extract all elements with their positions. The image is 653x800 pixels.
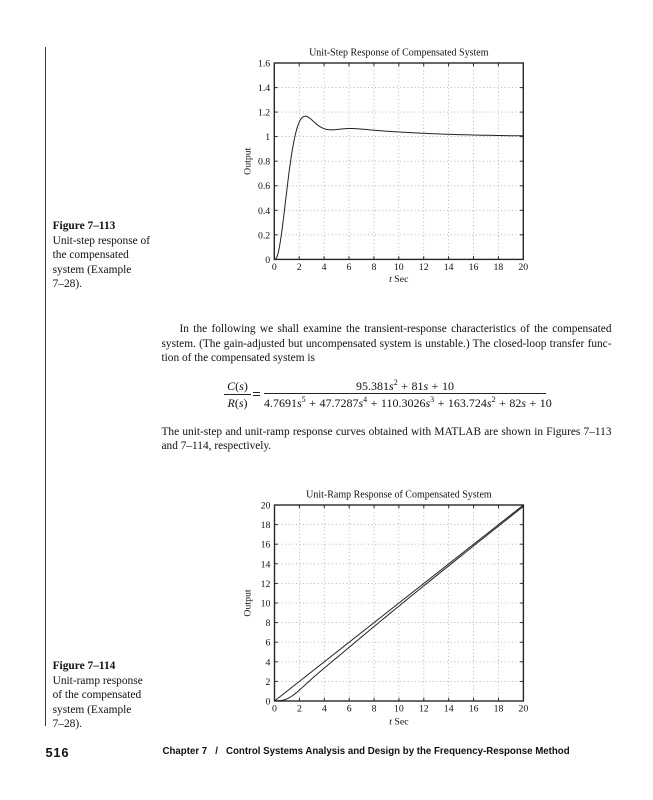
svg-text:0.2: 0.2 bbox=[258, 230, 270, 241]
svg-text:0: 0 bbox=[265, 255, 270, 266]
svg-text:8: 8 bbox=[372, 704, 377, 715]
svg-text:0: 0 bbox=[272, 262, 277, 273]
svg-text:0.6: 0.6 bbox=[258, 181, 270, 192]
svg-text:12: 12 bbox=[419, 704, 429, 715]
svg-text:8: 8 bbox=[265, 618, 270, 629]
svg-text:4: 4 bbox=[265, 657, 270, 668]
svg-text:1.4: 1.4 bbox=[258, 83, 270, 94]
svg-text:20: 20 bbox=[518, 262, 528, 273]
svg-text:18: 18 bbox=[261, 520, 271, 531]
svg-text:18: 18 bbox=[494, 704, 504, 715]
svg-text:Unit-Step Response of Compensa: Unit-Step Response of Compensated System bbox=[309, 48, 489, 59]
svg-text:2: 2 bbox=[297, 704, 302, 715]
svg-text:16: 16 bbox=[261, 540, 271, 551]
svg-text:t Sec: t Sec bbox=[389, 274, 409, 285]
svg-text:Unit-Ramp Response of Compensa: Unit-Ramp Response of Compensated System bbox=[306, 490, 492, 501]
svg-text:1: 1 bbox=[265, 132, 270, 143]
svg-text:0: 0 bbox=[272, 704, 277, 715]
svg-text:10: 10 bbox=[261, 599, 271, 610]
svg-text:10: 10 bbox=[394, 704, 404, 715]
svg-text:Output: Output bbox=[243, 147, 254, 174]
svg-text:10: 10 bbox=[394, 262, 404, 273]
svg-text:20: 20 bbox=[261, 501, 271, 512]
svg-text:0: 0 bbox=[265, 697, 270, 708]
svg-text:0.8: 0.8 bbox=[258, 157, 270, 168]
svg-text:12: 12 bbox=[419, 262, 429, 273]
svg-text:1.2: 1.2 bbox=[258, 108, 270, 119]
svg-text:6: 6 bbox=[347, 704, 352, 715]
svg-text:14: 14 bbox=[444, 262, 454, 273]
svg-text:Output: Output bbox=[243, 589, 254, 616]
svg-text:t Sec: t Sec bbox=[389, 716, 409, 727]
svg-text:4: 4 bbox=[322, 262, 327, 273]
svg-text:2: 2 bbox=[265, 677, 270, 688]
svg-text:12: 12 bbox=[261, 579, 271, 590]
svg-text:0.4: 0.4 bbox=[258, 206, 270, 217]
svg-text:14: 14 bbox=[444, 704, 454, 715]
svg-text:1.6: 1.6 bbox=[258, 59, 270, 70]
svg-text:16: 16 bbox=[469, 704, 479, 715]
svg-text:14: 14 bbox=[261, 559, 271, 570]
svg-text:4: 4 bbox=[322, 704, 327, 715]
svg-text:6: 6 bbox=[265, 638, 270, 649]
svg-text:6: 6 bbox=[347, 262, 352, 273]
svg-text:16: 16 bbox=[469, 262, 479, 273]
svg-text:18: 18 bbox=[494, 262, 504, 273]
svg-text:2: 2 bbox=[297, 262, 302, 273]
svg-text:20: 20 bbox=[519, 704, 529, 715]
svg-text:8: 8 bbox=[371, 262, 376, 273]
